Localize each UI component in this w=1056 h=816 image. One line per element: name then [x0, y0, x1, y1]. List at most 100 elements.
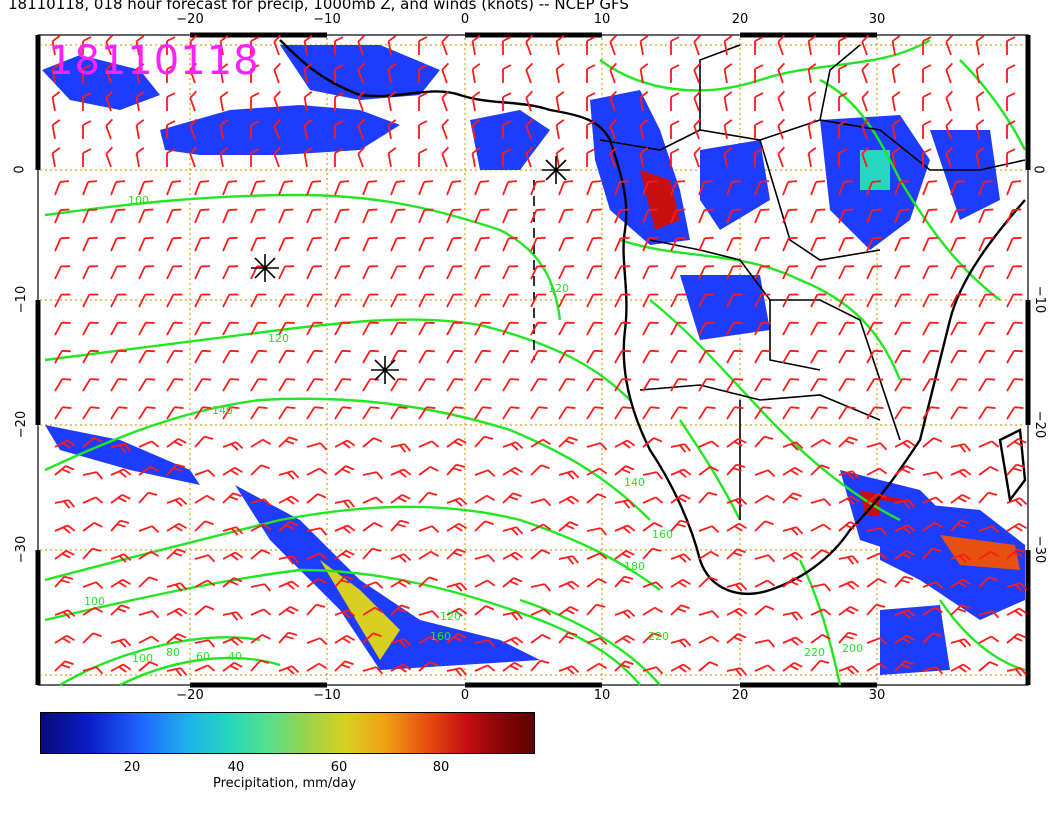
wind-barb: [698, 635, 720, 644]
wind-barb: [135, 147, 145, 168]
wind-barb: [558, 521, 579, 532]
wind-barb: [950, 293, 967, 308]
wind-barb: [194, 520, 214, 532]
wind-barb: [894, 208, 910, 224]
wind-barb: [387, 91, 397, 112]
wind-barb: [866, 662, 887, 672]
wind-barb: [838, 36, 848, 55]
wind-barb: [54, 660, 74, 672]
wind-barb: [166, 36, 176, 55]
wind-barb: [390, 578, 411, 588]
wind-barb: [614, 406, 632, 420]
wind-barb: [110, 378, 128, 392]
wind-barb: [166, 148, 176, 167]
wind-barb: [614, 349, 631, 364]
wind-barb: [558, 436, 578, 448]
wind-barb: [334, 92, 344, 111]
wind-barb: [166, 293, 183, 308]
wind-barb: [219, 119, 229, 140]
wind-barb: [194, 579, 216, 588]
lat-tick-right: −30: [1032, 535, 1048, 564]
wind-barb: [441, 118, 450, 140]
wind-barb: [390, 208, 406, 224]
wind-barb: [614, 499, 635, 509]
wind-barb: [754, 664, 776, 672]
wind-barb: [135, 35, 145, 56]
wind-barb: [950, 443, 971, 453]
wind-barb: [54, 439, 76, 449]
wind-barb: [446, 548, 466, 560]
wind-barb: [866, 527, 887, 536]
wind-barb: [782, 636, 804, 646]
wind-barb: [418, 661, 439, 672]
wind-barb: [474, 520, 494, 532]
wind-barb: [922, 406, 940, 420]
wind-barb: [471, 147, 481, 168]
wind-barb: [838, 180, 854, 196]
wind-barb: [51, 91, 61, 112]
wind-barb: [222, 551, 244, 561]
wind-barb: [975, 91, 985, 112]
wind-barb: [441, 146, 450, 168]
wind-barb: [586, 378, 604, 392]
wind-barb: [670, 120, 680, 139]
wind-barb: [777, 118, 786, 140]
wind-barb: [306, 265, 322, 280]
border-10: [759, 139, 881, 261]
wind-barb: [754, 148, 764, 167]
wind-barb: [54, 524, 76, 534]
wind-barb: [166, 667, 187, 677]
wind-barb: [894, 465, 915, 476]
wind-barb: [222, 378, 240, 392]
wind-barb: [334, 575, 354, 588]
wind-barb: [166, 633, 187, 644]
wind-barb: [642, 581, 664, 590]
lon-tick-bottom: −10: [313, 688, 341, 703]
wind-barb: [222, 466, 243, 476]
wind-barb: [558, 665, 580, 675]
wind-barb: [1006, 36, 1016, 55]
wind-barb: [390, 321, 407, 336]
wind-barb: [922, 293, 939, 308]
wind-barb: [642, 293, 659, 308]
wind-barb: [726, 180, 742, 196]
wind-barb: [306, 442, 328, 451]
wind-barb: [166, 120, 176, 139]
wind-barb: [1006, 321, 1023, 336]
contour-label: 220: [804, 646, 825, 659]
wind-barb: [357, 146, 366, 168]
wind-barb: [698, 550, 719, 560]
wind-barb: [362, 632, 382, 644]
wind-barb: [614, 378, 632, 392]
wind-barb: [166, 208, 182, 224]
wind-barb: [782, 577, 803, 588]
lat-tick-left: −30: [14, 535, 30, 564]
wind-barb: [950, 265, 966, 280]
wind-barb: [446, 437, 467, 448]
wind-barb: [754, 494, 775, 504]
wind-barb: [922, 64, 932, 83]
wind-barb: [502, 208, 518, 224]
wind-barb: [726, 437, 747, 448]
wind-barb: [723, 119, 733, 140]
wind-barb: [474, 639, 495, 648]
wind-barb: [950, 638, 972, 648]
wind-barb: [194, 494, 215, 504]
wind-barb: [950, 378, 968, 392]
contour-label: 120: [268, 332, 289, 345]
wind-barb: [54, 499, 75, 509]
wind-barb: [446, 180, 462, 196]
wind-barb: [166, 378, 184, 392]
wind-barb: [810, 321, 827, 336]
wind-barb: [754, 208, 770, 224]
wind-barb: [418, 120, 428, 139]
wind-barb: [670, 378, 688, 392]
wind-barb: [306, 467, 328, 476]
wind-barb: [166, 463, 186, 476]
wind-barb: [502, 321, 519, 336]
wind-barb: [82, 378, 100, 392]
wind-barb: [586, 603, 606, 616]
wind-barb: [441, 90, 450, 112]
wind-barb: [189, 90, 198, 112]
wind-barb: [782, 293, 799, 308]
